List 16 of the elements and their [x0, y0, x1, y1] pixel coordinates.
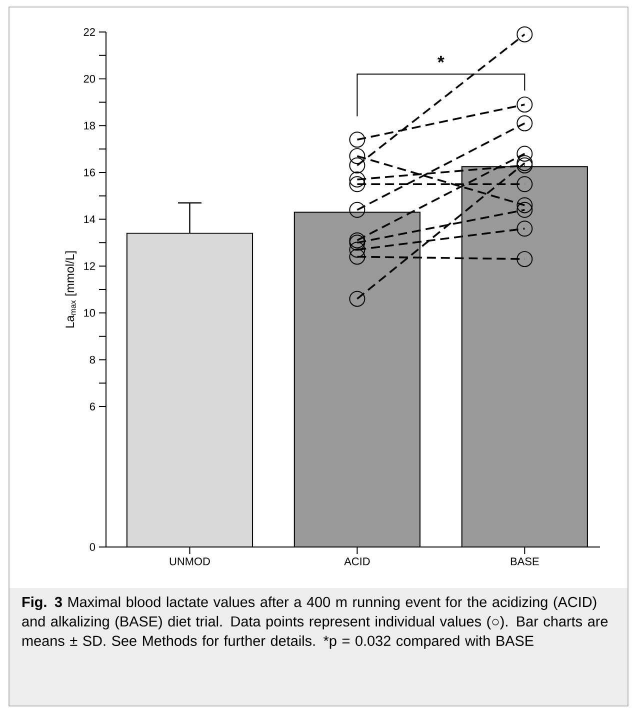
x-tick-label: ACID [344, 558, 370, 566]
y-tick-label: 6 [90, 402, 95, 410]
annotation: * [437, 56, 444, 63]
y-tick-label: 14 [84, 216, 96, 224]
y-tick-label: 20 [84, 74, 96, 83]
y-tick-label: 12 [84, 262, 95, 270]
y-tick-label: 0 [90, 543, 96, 551]
y-tick-label: 22 [84, 28, 95, 36]
x-tick-label: BASE [510, 558, 539, 566]
x-tick-label: UNMOD [170, 558, 210, 566]
y-tick-label: 18 [84, 122, 95, 130]
y-tick-label: 8 [90, 356, 95, 364]
text: Fig. 3 Maximal blood lactate values after a 400 m running event for the acidizing (ACID) and alkalizing (BASE) diet trial. Data points represent individual values (○). Bar charts are means ± SD. See Methods for further details. *p = 0.032 compared with BASE [22, 596, 608, 649]
y-tick-label: 16 [84, 168, 95, 176]
y-axis-title: La$_{max}$ [mmol/L] [65, 251, 76, 328]
y-tick-label: 10 [84, 309, 96, 317]
